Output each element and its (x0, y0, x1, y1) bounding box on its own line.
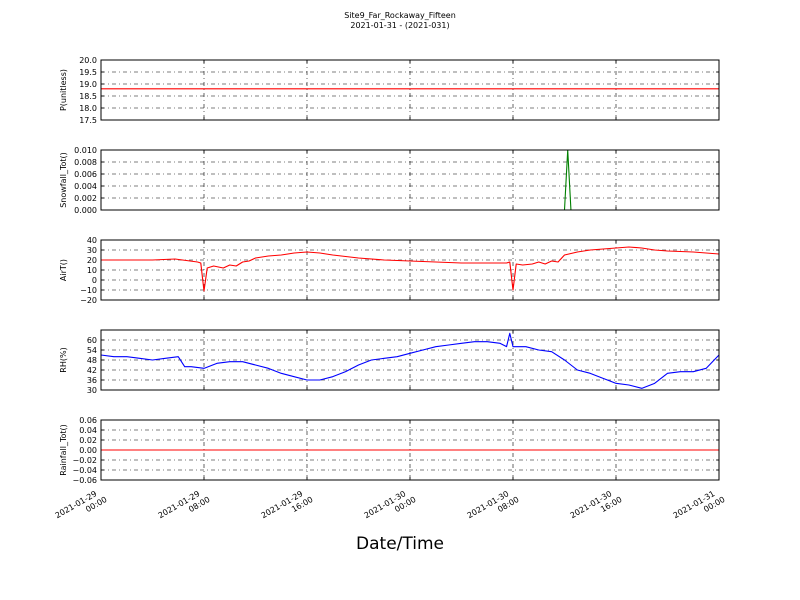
y-tick-label: 0.06 (79, 416, 97, 425)
figure-subtitle: 2021-01-31 - (2021-031) (350, 21, 450, 30)
y-tick-label: 0.004 (74, 182, 97, 191)
y-axis-label: Snowfall_Tot() (59, 152, 68, 208)
y-tick-label: 48 (87, 356, 97, 365)
axes-frame (100, 419, 720, 481)
x-axis-label: Date/Time (356, 534, 444, 554)
figure-title: Site9_Far_Rockaway_Fifteen (344, 11, 456, 20)
series-line (100, 332, 720, 389)
subplot-2: 0.000 0.002 0.004 0.006 0.008 0.010 Snowfall_T… (59, 146, 720, 215)
y-tick-label: 0.000 (74, 206, 97, 215)
y-tick-label: 17.5 (79, 116, 97, 125)
y-tick-label: 54 (87, 346, 97, 355)
y-axis-label: P(unitless) (59, 69, 68, 111)
y-tick-label: 19.0 (79, 80, 97, 89)
y-tick-label: 19.5 (79, 68, 97, 77)
y-tick-label: −20 (80, 296, 97, 305)
y-tick-label: −10 (80, 286, 97, 295)
y-tick-label: 60 (87, 336, 97, 345)
axes-frame (100, 329, 720, 391)
y-axis-label: Rainfall_Tot() (59, 424, 68, 476)
series-line (101, 246, 720, 292)
y-tick-label: 0.04 (79, 426, 97, 435)
y-axis-label: RH(%) (59, 347, 68, 372)
axes-frame (100, 239, 720, 301)
y-tick-label: 0.008 (74, 158, 97, 167)
subplot-1: 17.5 18.0 18.5 19.0 19.5 20.0 P(unitless) (59, 56, 720, 125)
y-tick-label: 40 (87, 236, 97, 245)
y-tick-label: −0.04 (72, 466, 97, 475)
y-tick-label: 18.5 (79, 92, 97, 101)
y-tick-label: 0.010 (74, 146, 97, 155)
y-tick-label: 30 (87, 386, 97, 395)
y-tick-label: 10 (87, 266, 97, 275)
y-tick-label: 20 (87, 256, 97, 265)
y-tick-label: −0.02 (72, 456, 97, 465)
y-tick-label: 0.02 (79, 436, 97, 445)
y-axis-label: AirT() (59, 259, 68, 281)
y-tick-label: 0.006 (74, 170, 97, 179)
axes-frame (100, 59, 720, 121)
y-tick-label: 0 (92, 276, 97, 285)
subplot-5: −0.06−0.04−0.020.000.020.040.06 Rainfall_… (59, 416, 720, 485)
y-tick-label: 0.00 (79, 446, 97, 455)
y-tick-label: 30 (87, 246, 97, 255)
axes-frame (100, 149, 720, 211)
y-tick-label: 0.002 (74, 194, 97, 203)
y-tick-label: −0.06 (72, 476, 97, 485)
y-tick-label: 20.0 (79, 56, 97, 65)
y-tick-label: 42 (87, 366, 97, 375)
y-tick-label: 36 (87, 376, 97, 385)
y-tick-label: 18.0 (79, 104, 97, 113)
